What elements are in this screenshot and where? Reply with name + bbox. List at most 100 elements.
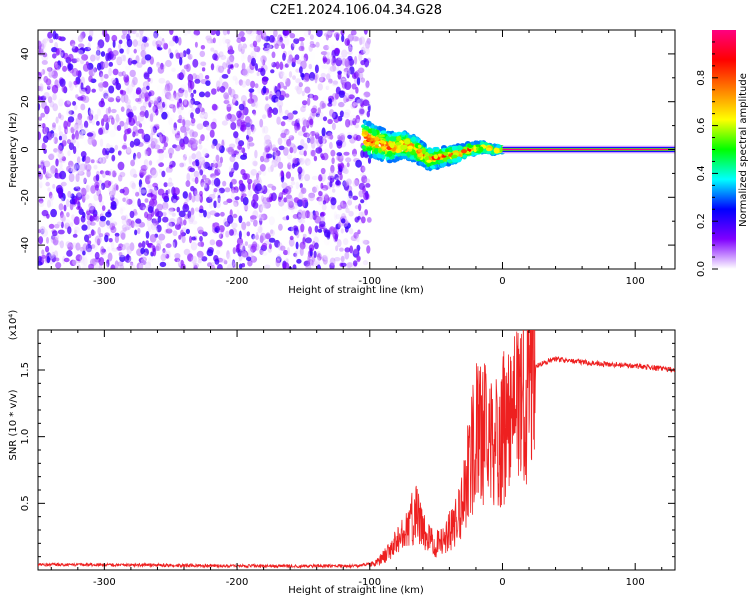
- spectrogram-cell: [232, 97, 237, 106]
- spectrogram-cell: [171, 241, 176, 250]
- spectrogram-cell: [267, 166, 272, 173]
- spectrogram-cell: [221, 192, 226, 200]
- spectrogram-cell: [216, 80, 221, 89]
- spectrogram-cell: [96, 45, 101, 51]
- spectrogram-cell: [90, 159, 95, 164]
- spectrogram-cell: [366, 245, 371, 254]
- spectrogram-cell: [81, 194, 86, 203]
- spectrogram-cell: [105, 95, 111, 100]
- spectrogram-cell: [330, 149, 336, 157]
- spectrogram-cell: [434, 148, 439, 152]
- spectrogram-cell: [292, 264, 297, 269]
- spectrogram-cell: [246, 134, 249, 140]
- spectrogram-cell: [100, 51, 106, 57]
- spectrogram-cell: [210, 30, 217, 36]
- spectrogram-cell: [268, 216, 275, 226]
- spectrogram-cell: [43, 32, 49, 39]
- spectrogram-cell: [237, 144, 243, 150]
- colorbar-label: Normalized spectral amplitude: [738, 73, 749, 227]
- spectrogram-cell: [83, 177, 87, 184]
- spectrogram-cell: [317, 228, 323, 233]
- spectrogram-cell: [42, 52, 48, 58]
- spectrogram-cell: [395, 156, 400, 162]
- spectrogram-cell: [322, 116, 328, 122]
- spectrogram-cell: [358, 52, 363, 62]
- spectrogram-cell: [162, 211, 167, 217]
- spectrogram-cell: [77, 34, 84, 43]
- spectrogram-cell: [240, 123, 247, 131]
- spectrogram-cell: [140, 43, 146, 52]
- spectrogram-cell: [280, 245, 286, 251]
- spectrogram-cell: [105, 193, 113, 200]
- spectrogram-cell: [310, 55, 315, 61]
- spectrogram-cell: [67, 191, 72, 198]
- spectrogram-cell: [172, 199, 177, 206]
- spectrogram-cell: [302, 210, 306, 219]
- spectrogram-cell: [339, 162, 344, 169]
- spectrogram-cell: [323, 253, 330, 261]
- spectrogram-cell: [322, 57, 328, 63]
- spectrogram-cell: [188, 216, 194, 225]
- spectrogram-cell: [96, 238, 101, 246]
- spectrogram-cell: [90, 54, 96, 62]
- spectrogram-cell: [109, 190, 115, 197]
- spectrogram-cell: [205, 134, 209, 142]
- spectrogram-cell: [58, 131, 64, 137]
- spectrogram-cell: [55, 116, 59, 124]
- spectrogram-cell: [59, 240, 64, 249]
- spectrogram-cell: [226, 30, 230, 35]
- spectrogram-cell: [389, 142, 395, 149]
- spectrogram-cell: [292, 145, 297, 154]
- spectrogram-cell: [352, 148, 357, 157]
- spectrogram-cell: [127, 111, 134, 118]
- spectrogram-cell: [129, 54, 135, 62]
- spectrogram-cell: [355, 134, 362, 142]
- spectrogram-cell: [117, 150, 122, 156]
- spectrogram-cell: [106, 220, 113, 230]
- spectrogram-cell: [242, 196, 249, 206]
- spectrogram-cell: [190, 173, 195, 181]
- spectrogram-cell: [241, 263, 246, 268]
- spectrogram-cell: [50, 165, 56, 174]
- spectrogram-cell: [356, 235, 360, 243]
- spectrogram-cell: [270, 69, 275, 74]
- spectrogram-cell: [229, 54, 235, 63]
- spectrogram-cell: [110, 117, 115, 125]
- spectrogram-cell: [268, 35, 275, 43]
- spectrogram-cell: [84, 234, 90, 243]
- spectrogram-cell: [232, 94, 239, 99]
- spectrogram-cell: [107, 170, 112, 176]
- spectrogram-cell: [338, 124, 345, 133]
- spectrogram-cell: [60, 221, 64, 229]
- colorbar-tick-label: 0.6: [696, 118, 707, 134]
- spectrogram-cell: [199, 111, 206, 119]
- spectrogram-cell: [38, 85, 42, 91]
- y-tick-label: -20: [20, 189, 31, 205]
- spectrogram-cell: [98, 100, 106, 108]
- spectrogram-cell: [140, 183, 145, 189]
- spectrogram-cell: [218, 38, 222, 47]
- spectrogram-cell: [85, 85, 91, 95]
- spectrogram-cell: [159, 261, 167, 268]
- spectrogram-cell: [337, 204, 343, 211]
- spectrogram-cell: [241, 193, 247, 198]
- spectrogram-cell: [281, 204, 289, 212]
- spectrogram-cell: [252, 40, 258, 47]
- snr-y-unit: (x10⁴): [8, 310, 19, 341]
- spectrogram-cell: [93, 164, 98, 170]
- spectrogram-cell: [119, 89, 124, 95]
- spectrogram-cell: [261, 251, 268, 256]
- spectrogram-cell: [99, 170, 104, 175]
- spectrogram-cell: [82, 95, 90, 103]
- spectrogram-cell: [250, 215, 257, 220]
- spectrogram-cell: [260, 213, 268, 221]
- spectrogram-cell: [110, 108, 117, 114]
- spectrogram-cell: [213, 177, 221, 187]
- spectrogram-cell: [347, 134, 352, 139]
- spectrogram-cell: [314, 225, 319, 233]
- spectrogram-cell: [234, 207, 239, 213]
- spectrogram-cell: [132, 39, 138, 47]
- spectrogram-cell: [240, 250, 248, 260]
- spectrogram-cell: [329, 65, 337, 72]
- spectrogram-cell: [470, 141, 475, 146]
